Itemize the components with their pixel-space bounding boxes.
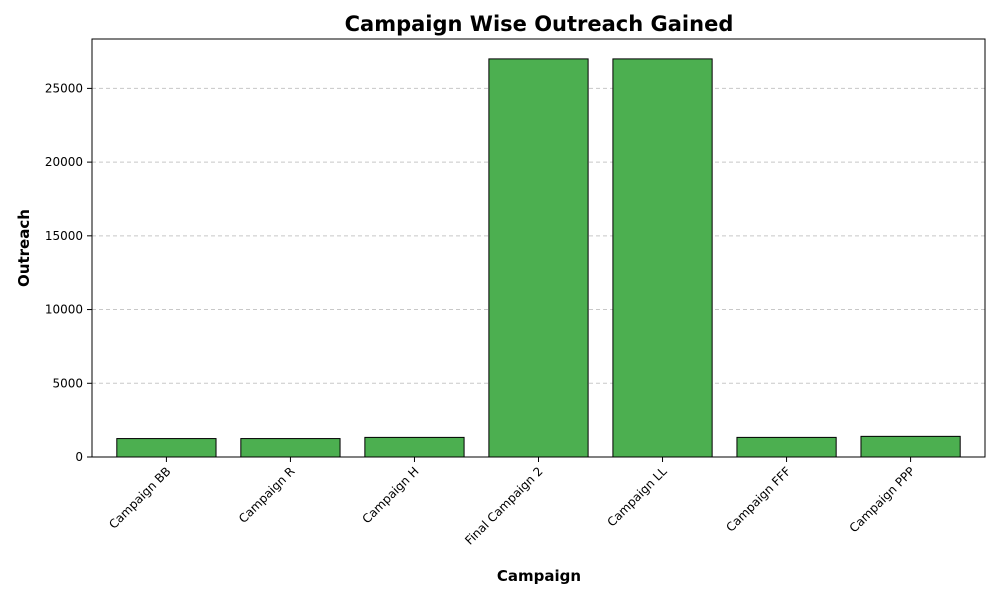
x-tick-label: Campaign H [360,464,422,526]
x-tick-label: Campaign BB [106,464,173,531]
x-tick-label: Campaign PPP [847,464,918,535]
y-tick-label: 25000 [45,81,83,95]
x-tick-label: Final Campaign 2 [462,464,545,547]
bar [736,436,837,458]
x-tick-label: Campaign R [236,464,298,526]
bar [116,438,217,458]
bar [488,58,589,458]
y-tick-label: 0 [75,450,83,464]
x-tick-label: Campaign LL [604,464,669,529]
x-axis-label: Campaign [497,567,581,585]
chart-title: Campaign Wise Outreach Gained [345,12,734,36]
bar [860,435,961,458]
y-tick-label: 20000 [45,155,83,169]
bar [364,436,465,458]
x-axis-ticks: Campaign BB Campaign R Campaign H Final Cam… [106,457,918,548]
y-tick-label: 15000 [45,229,83,243]
y-tick-label: 10000 [45,303,83,317]
bars [116,58,961,458]
x-tick-label: Campaign FFF [723,464,793,534]
y-axis-ticks: 0 5000 10000 15000 20000 25000 [45,81,92,464]
bar [240,438,341,458]
y-tick-label: 5000 [52,376,83,390]
bar [612,58,713,458]
y-gridlines [92,87,985,384]
y-axis-label: Outreach [15,209,33,287]
